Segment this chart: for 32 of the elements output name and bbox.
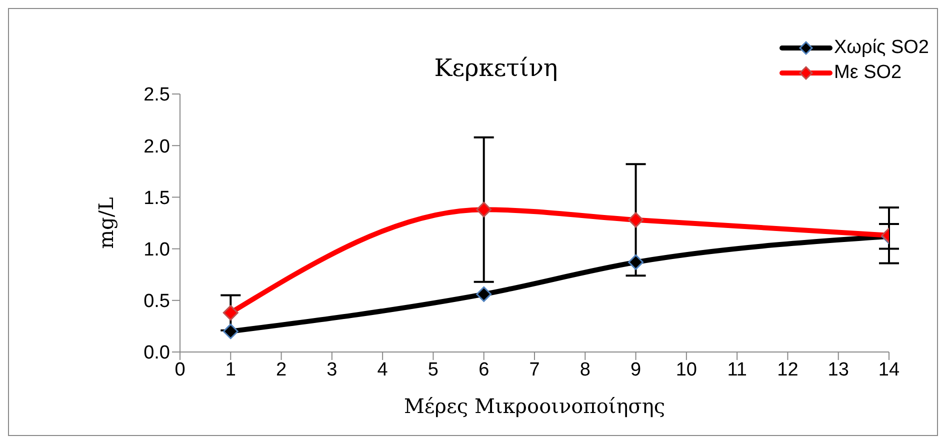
y-axis-title: mg/L	[94, 197, 118, 249]
point	[476, 202, 492, 218]
x-tick-label: 10	[676, 359, 697, 380]
x-tick-label: 6	[478, 359, 490, 380]
x-tick-label: 3	[326, 359, 338, 380]
legend-label: Χωρίς SO2	[834, 36, 929, 60]
x-tick-label: 8	[580, 359, 590, 380]
point	[476, 286, 492, 302]
y-tick-label: 2.0	[144, 136, 170, 158]
x-tick-label: 13	[828, 359, 849, 380]
x-tick-label: 7	[529, 359, 540, 380]
y-tick-label: 1.5	[144, 188, 170, 209]
x-tick-label: 12	[777, 359, 798, 380]
y-tick-label: 0.0	[144, 342, 170, 364]
x-tick-label: 4	[377, 359, 388, 380]
y-tick-label: 0.5	[144, 291, 170, 312]
x-tick-label: 5	[428, 359, 439, 380]
point	[628, 254, 644, 270]
x-tick-label: 14	[878, 359, 900, 380]
point	[628, 212, 644, 228]
x-tick-label: 11	[727, 359, 747, 380]
y-tick-label: 1.0	[144, 240, 170, 261]
x-tick-label: 2	[276, 359, 287, 380]
point	[222, 324, 238, 340]
x-axis-title: Μέρες Μικροοινοποίησης	[404, 394, 666, 418]
point	[222, 305, 238, 321]
y-tick-label: 2.5	[144, 84, 170, 106]
chart-title: Κερκετίνη	[434, 54, 558, 82]
x-tick-label: 9	[630, 359, 642, 380]
x-tick-label: 0	[174, 359, 186, 380]
legend-label: Με SO2	[834, 61, 902, 85]
x-tick-label: 1	[225, 359, 236, 380]
